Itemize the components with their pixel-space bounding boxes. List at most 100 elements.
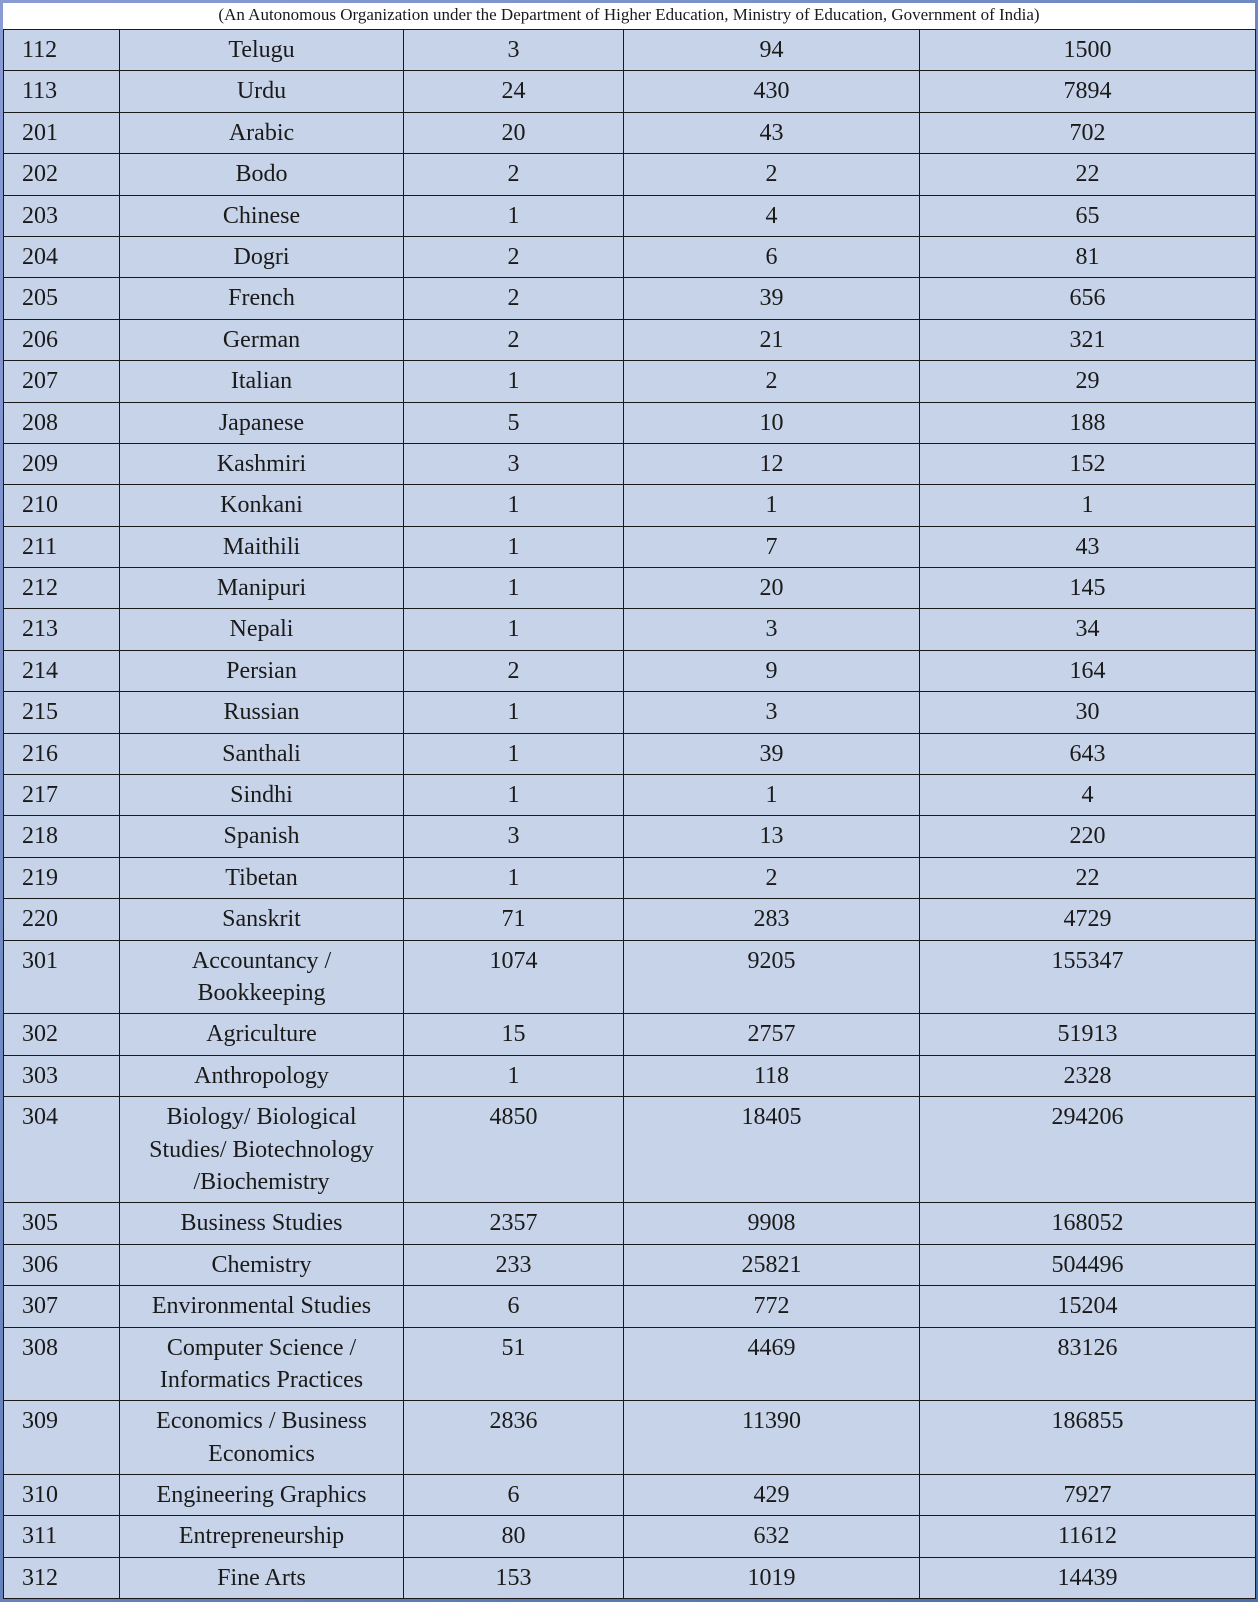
table-row: 302Agriculture15275751913 [4,1014,1256,1055]
name-cell: Biology/ Biological Studies/ Biotechnolo… [120,1097,404,1203]
value-cell-4: 9908 [624,1203,920,1244]
table-body: 112Telugu3941500113Urdu244307894201Arabi… [4,30,1256,1599]
code-cell: 309 [4,1401,120,1475]
value-cell-3: 3 [404,816,624,857]
code-cell: 301 [4,940,120,1014]
value-cell-4: 13 [624,816,920,857]
table-row: 216Santhali139643 [4,733,1256,774]
value-cell-5: 155347 [920,940,1256,1014]
name-cell: Agriculture [120,1014,404,1055]
page-header-cutoff: (An Autonomous Organization under the De… [3,3,1255,29]
code-cell: 113 [4,71,120,112]
value-cell-3: 6 [404,1286,624,1327]
value-cell-4: 18405 [624,1097,920,1203]
table-row: 213Nepali1334 [4,609,1256,650]
name-cell: Manipuri [120,568,404,609]
value-cell-5: 1 [920,485,1256,526]
value-cell-5: 34 [920,609,1256,650]
name-cell: Russian [120,692,404,733]
code-cell: 206 [4,319,120,360]
code-cell: 211 [4,526,120,567]
table-row: 310Engineering Graphics64297927 [4,1475,1256,1516]
table-row: 218Spanish313220 [4,816,1256,857]
value-cell-4: 39 [624,278,920,319]
value-cell-3: 1 [404,195,624,236]
code-cell: 112 [4,30,120,71]
value-cell-5: 2328 [920,1055,1256,1096]
name-cell: Accountancy / Bookkeeping [120,940,404,1014]
value-cell-3: 1 [404,361,624,402]
value-cell-3: 1 [404,857,624,898]
value-cell-5: 656 [920,278,1256,319]
value-cell-5: 7927 [920,1475,1256,1516]
table-row: 307Environmental Studies677215204 [4,1286,1256,1327]
table-row: 207Italian1229 [4,361,1256,402]
value-cell-5: 43 [920,526,1256,567]
name-cell: German [120,319,404,360]
code-cell: 204 [4,236,120,277]
code-cell: 307 [4,1286,120,1327]
code-cell: 305 [4,1203,120,1244]
value-cell-4: 12 [624,443,920,484]
value-cell-5: 65 [920,195,1256,236]
table-row: 311Entrepreneurship8063211612 [4,1516,1256,1557]
name-cell: Japanese [120,402,404,443]
table-row: 113Urdu244307894 [4,71,1256,112]
value-cell-4: 430 [624,71,920,112]
value-cell-3: 51 [404,1327,624,1401]
table-row: 209Kashmiri312152 [4,443,1256,484]
name-cell: Sindhi [120,775,404,816]
table-row: 204Dogri2681 [4,236,1256,277]
value-cell-4: 283 [624,899,920,940]
value-cell-4: 4 [624,195,920,236]
value-cell-4: 25821 [624,1244,920,1285]
table-row: 208Japanese510188 [4,402,1256,443]
value-cell-3: 1 [404,485,624,526]
name-cell: Engineering Graphics [120,1475,404,1516]
value-cell-3: 1 [404,733,624,774]
value-cell-5: 15204 [920,1286,1256,1327]
code-cell: 202 [4,154,120,195]
value-cell-5: 22 [920,857,1256,898]
value-cell-3: 1 [404,775,624,816]
name-cell: Chinese [120,195,404,236]
name-cell: Sanskrit [120,899,404,940]
table-row: 306Chemistry23325821504496 [4,1244,1256,1285]
name-cell: Spanish [120,816,404,857]
value-cell-4: 10 [624,402,920,443]
value-cell-3: 1 [404,568,624,609]
name-cell: Santhali [120,733,404,774]
value-cell-4: 2 [624,857,920,898]
value-cell-5: 294206 [920,1097,1256,1203]
value-cell-5: 168052 [920,1203,1256,1244]
value-cell-5: 4 [920,775,1256,816]
value-cell-4: 9205 [624,940,920,1014]
value-cell-4: 2757 [624,1014,920,1055]
table-row: 219Tibetan1222 [4,857,1256,898]
table-row: 304Biology/ Biological Studies/ Biotechn… [4,1097,1256,1203]
value-cell-5: 164 [920,650,1256,691]
value-cell-4: 772 [624,1286,920,1327]
value-cell-5: 504496 [920,1244,1256,1285]
value-cell-5: 4729 [920,899,1256,940]
value-cell-5: 81 [920,236,1256,277]
value-cell-4: 1 [624,775,920,816]
name-cell: French [120,278,404,319]
value-cell-3: 6 [404,1475,624,1516]
table-row: 202Bodo2222 [4,154,1256,195]
name-cell: Tibetan [120,857,404,898]
code-cell: 209 [4,443,120,484]
name-cell: Business Studies [120,1203,404,1244]
value-cell-4: 94 [624,30,920,71]
table-row: 112Telugu3941500 [4,30,1256,71]
code-cell: 208 [4,402,120,443]
value-cell-3: 3 [404,443,624,484]
code-cell: 311 [4,1516,120,1557]
table-row: 203Chinese1465 [4,195,1256,236]
name-cell: Kashmiri [120,443,404,484]
code-cell: 212 [4,568,120,609]
value-cell-4: 11390 [624,1401,920,1475]
name-cell: Maithili [120,526,404,567]
code-cell: 218 [4,816,120,857]
value-cell-4: 3 [624,609,920,650]
